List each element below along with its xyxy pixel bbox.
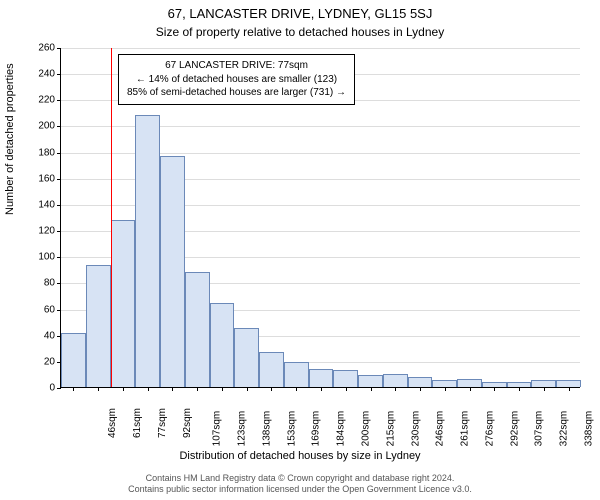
x-tick-mark (172, 387, 173, 391)
x-tick-mark (371, 387, 372, 391)
x-tick-mark (197, 387, 198, 391)
y-tick-mark (57, 283, 61, 284)
histogram-bar (333, 370, 358, 387)
y-tick-label: 200 (38, 121, 55, 132)
histogram-bar (234, 328, 259, 387)
y-tick-label: 160 (38, 173, 55, 184)
y-tick-label: 40 (44, 330, 55, 341)
y-tick-label: 60 (44, 304, 55, 315)
page-title: 67, LANCASTER DRIVE, LYDNEY, GL15 5SJ (0, 0, 600, 21)
x-tick-mark (321, 387, 322, 391)
x-tick-label: 153sqm (286, 411, 297, 447)
y-tick-label: 20 (44, 356, 55, 367)
x-tick-label: 92sqm (182, 408, 193, 438)
x-tick-label: 61sqm (132, 408, 143, 438)
y-tick-label: 100 (38, 252, 55, 263)
annotation-line-1: 67 LANCASTER DRIVE: 77sqm (127, 59, 346, 73)
y-tick-mark (57, 74, 61, 75)
y-tick-label: 220 (38, 95, 55, 106)
y-tick-mark (57, 179, 61, 180)
histogram-bar (309, 369, 334, 387)
x-tick-mark (123, 387, 124, 391)
footer-line-2: Contains public sector information licen… (0, 484, 600, 496)
property-marker-line (111, 48, 112, 387)
x-tick-label: 276sqm (484, 411, 495, 447)
x-tick-mark (494, 387, 495, 391)
footer-credits: Contains HM Land Registry data © Crown c… (0, 473, 600, 496)
x-tick-mark (470, 387, 471, 391)
y-tick-label: 80 (44, 278, 55, 289)
page-subtitle: Size of property relative to detached ho… (0, 21, 600, 39)
footer-line-1: Contains HM Land Registry data © Crown c… (0, 473, 600, 485)
annotation-box: 67 LANCASTER DRIVE: 77sqm ← 14% of detac… (118, 54, 355, 105)
histogram-bar (383, 374, 408, 387)
histogram-bar (284, 362, 309, 387)
x-tick-label: 138sqm (262, 411, 273, 447)
x-tick-label: 46sqm (107, 408, 118, 438)
y-tick-mark (57, 100, 61, 101)
x-tick-label: 77sqm (157, 408, 168, 438)
annotation-line-2: ← 14% of detached houses are smaller (12… (127, 73, 346, 87)
x-tick-mark (98, 387, 99, 391)
x-tick-label: 322sqm (559, 411, 570, 447)
x-tick-label: 292sqm (509, 411, 520, 447)
histogram-bar (111, 220, 136, 387)
y-tick-mark (57, 205, 61, 206)
x-tick-mark (247, 387, 248, 391)
x-tick-label: 184sqm (336, 411, 347, 447)
x-tick-mark (519, 387, 520, 391)
y-tick-label: 240 (38, 69, 55, 80)
y-tick-mark (57, 257, 61, 258)
y-tick-mark (57, 153, 61, 154)
histogram-bar (457, 379, 482, 387)
y-tick-label: 120 (38, 226, 55, 237)
x-tick-label: 107sqm (212, 411, 223, 447)
x-tick-mark (296, 387, 297, 391)
x-axis-label: Distribution of detached houses by size … (0, 450, 600, 462)
y-tick-label: 260 (38, 43, 55, 54)
x-tick-label: 246sqm (435, 411, 446, 447)
x-tick-mark (222, 387, 223, 391)
histogram-bar (160, 156, 185, 387)
x-tick-label: 261sqm (460, 411, 471, 447)
histogram-bar (86, 265, 111, 387)
x-tick-mark (73, 387, 74, 391)
histogram-bar (135, 115, 160, 387)
x-tick-mark (346, 387, 347, 391)
histogram-bar (259, 352, 284, 387)
x-tick-mark (445, 387, 446, 391)
histogram-bar (61, 333, 86, 387)
x-tick-label: 123sqm (237, 411, 248, 447)
x-tick-label: 230sqm (410, 411, 421, 447)
x-tick-label: 307sqm (534, 411, 545, 447)
y-tick-mark (57, 48, 61, 49)
y-tick-label: 180 (38, 147, 55, 158)
y-tick-mark (57, 126, 61, 127)
y-tick-label: 140 (38, 199, 55, 210)
y-tick-mark (57, 310, 61, 311)
chart-container: 67, LANCASTER DRIVE, LYDNEY, GL15 5SJ Si… (0, 0, 600, 500)
x-tick-label: 215sqm (385, 411, 396, 447)
histogram-bar (358, 375, 383, 387)
histogram-bar (210, 303, 235, 387)
x-tick-mark (569, 387, 570, 391)
x-tick-mark (544, 387, 545, 391)
histogram-bar (408, 377, 433, 387)
grid-line (61, 48, 580, 49)
x-tick-label: 169sqm (311, 411, 322, 447)
x-tick-mark (395, 387, 396, 391)
x-tick-mark (148, 387, 149, 391)
x-tick-label: 200sqm (361, 411, 372, 447)
y-axis-label: Number of detached properties (4, 63, 16, 215)
y-tick-mark (57, 231, 61, 232)
histogram-bar (185, 272, 210, 387)
chart-area: 02040608010012014016018020022024026046sq… (60, 48, 580, 388)
x-tick-mark (420, 387, 421, 391)
x-tick-mark (271, 387, 272, 391)
x-tick-label: 338sqm (583, 411, 594, 447)
y-tick-label: 0 (49, 383, 55, 394)
y-tick-mark (57, 388, 61, 389)
annotation-line-3: 85% of semi-detached houses are larger (… (127, 86, 346, 100)
